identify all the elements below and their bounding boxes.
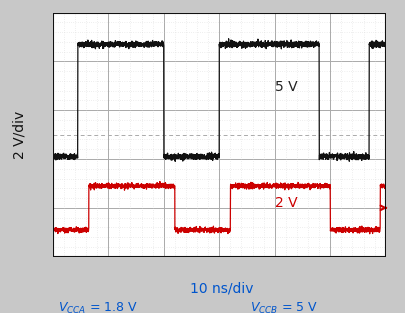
Text: 2 V/div: 2 V/div [13,110,26,159]
Text: $V_{CCB}$ = 5 V: $V_{CCB}$ = 5 V [249,300,318,313]
Text: 5 V: 5 V [274,80,296,94]
Text: 10 ns/div: 10 ns/div [189,282,252,296]
Text: $V_{CCA}$ = 1.8 V: $V_{CCA}$ = 1.8 V [58,300,137,313]
Text: 2 V: 2 V [274,196,296,210]
